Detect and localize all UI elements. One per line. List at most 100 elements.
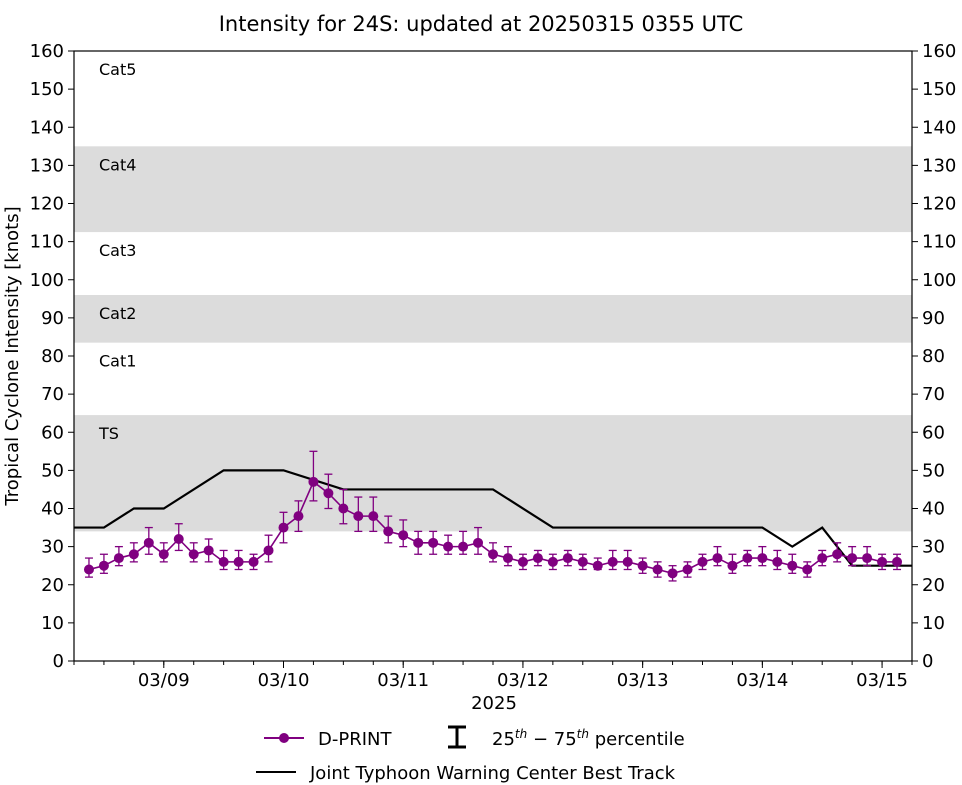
band-cat4 [74, 146, 912, 233]
dprint-marker [218, 556, 229, 567]
y-tick-label-left: 140 [30, 117, 64, 138]
dprint-marker [383, 526, 394, 537]
dprint-point [443, 534, 454, 555]
dprint-point [413, 530, 424, 555]
dprint-point [682, 561, 693, 578]
y-tick-label-right: 20 [922, 575, 945, 596]
dprint-point [817, 549, 828, 567]
dprint-point [83, 557, 94, 578]
legend-dprint: D-PRINT [264, 729, 392, 750]
dprint-marker [263, 545, 274, 556]
band-cat2 [74, 295, 912, 343]
dprint-point [772, 549, 783, 571]
legend: D-PRINT 25th − 75th percentile Joint Typ… [256, 725, 685, 784]
dprint-point [98, 553, 109, 574]
dprint-point [667, 565, 678, 582]
x-tick-label: 03/11 [377, 670, 429, 691]
y-tick-label-right: 110 [922, 232, 956, 253]
dprint-point [143, 526, 154, 555]
y-tick-label-right: 120 [922, 194, 956, 215]
x-tick-label: 03/10 [258, 670, 310, 691]
dprint-point [517, 553, 528, 571]
dprint-point [188, 542, 199, 563]
dprint-marker [667, 568, 678, 579]
dprint-series [83, 450, 903, 582]
legend-errorbar-icon [448, 725, 466, 749]
dprint-marker [892, 556, 903, 567]
x-tick-label: 03/12 [497, 670, 549, 691]
dprint-marker [712, 553, 723, 564]
dprint-point [248, 553, 259, 571]
dprint-marker [158, 549, 169, 560]
band-label-cat3: Cat3 [99, 241, 136, 260]
band-ts [74, 415, 912, 532]
dprint-marker [847, 553, 858, 564]
dprint-marker [203, 545, 214, 556]
dprint-point [712, 545, 723, 567]
y-tick-label-right: 140 [922, 117, 956, 138]
dprint-point [832, 542, 843, 563]
dprint-point [757, 545, 768, 567]
dprint-marker [622, 556, 633, 567]
y-tick-label-right: 150 [922, 79, 956, 100]
dprint-marker [398, 530, 409, 541]
dprint-point [458, 530, 469, 555]
legend-dprint-label: D-PRINT [318, 729, 392, 750]
dprint-marker [113, 553, 124, 564]
dprint-point [652, 561, 663, 578]
dprint-marker [473, 537, 484, 548]
dprint-marker [832, 549, 843, 560]
dprint-marker [517, 556, 528, 567]
dprint-point [532, 549, 543, 567]
dprint-marker [607, 556, 618, 567]
dprint-marker [488, 549, 498, 560]
y-tick-label-right: 0 [922, 651, 933, 672]
dprint-point [203, 538, 214, 563]
legend-dprint-marker-icon [279, 733, 289, 743]
y-tick-label-right: 30 [922, 537, 945, 558]
dprint-marker [353, 511, 364, 522]
y-tick-label-left: 110 [30, 232, 64, 253]
dprint-point [877, 553, 888, 571]
legend-best-track-label: Joint Typhoon Warning Center Best Track [309, 763, 676, 784]
dprint-marker [413, 537, 424, 548]
plot-frame [73, 50, 913, 662]
dprint-point [398, 519, 409, 548]
dprint-point [547, 553, 558, 571]
x-tick-label: 03/15 [856, 670, 908, 691]
dprint-point [502, 545, 513, 567]
y-tick-label-right: 130 [922, 155, 956, 176]
y-tick-label-right: 90 [922, 308, 945, 329]
dprint-point [727, 553, 738, 574]
dprint-marker [772, 556, 783, 567]
dprint-point [173, 523, 184, 552]
best-track-line [74, 469, 912, 567]
dprint-point [637, 557, 648, 574]
dprint-point [742, 549, 753, 567]
dprint-marker [443, 541, 454, 552]
y-tick-label-left: 10 [41, 613, 64, 634]
dprint-marker [757, 553, 768, 564]
dprint-marker [802, 564, 813, 575]
y-tick-label-left: 70 [41, 384, 64, 405]
dprint-point [697, 553, 708, 571]
y-tick-label-left: 50 [41, 460, 64, 481]
axis-ticks: 0 0 10 10 20 20 30 30 40 40 50 50 60 60 70 70 80 80 90 90 10… [30, 41, 957, 691]
dprint-marker [323, 488, 334, 499]
legend-percentile: 25th − 75th percentile [448, 725, 685, 750]
dprint-point [353, 496, 364, 533]
dprint-marker [742, 553, 753, 564]
y-tick-label-left: 30 [41, 537, 64, 558]
dprint-point [607, 549, 618, 571]
dprint-marker [577, 556, 588, 567]
y-tick-label-right: 160 [922, 41, 956, 62]
y-tick-label-left: 100 [30, 270, 64, 291]
legend-best-track: Joint Typhoon Warning Center Best Track [256, 763, 676, 784]
dprint-marker [592, 560, 603, 571]
band-label-cat4: Cat4 [99, 155, 136, 174]
dprint-point [592, 557, 603, 571]
y-tick-label-left: 90 [41, 308, 64, 329]
dprint-marker [308, 476, 319, 487]
dprint-marker [428, 537, 439, 548]
dprint-marker [502, 553, 513, 564]
